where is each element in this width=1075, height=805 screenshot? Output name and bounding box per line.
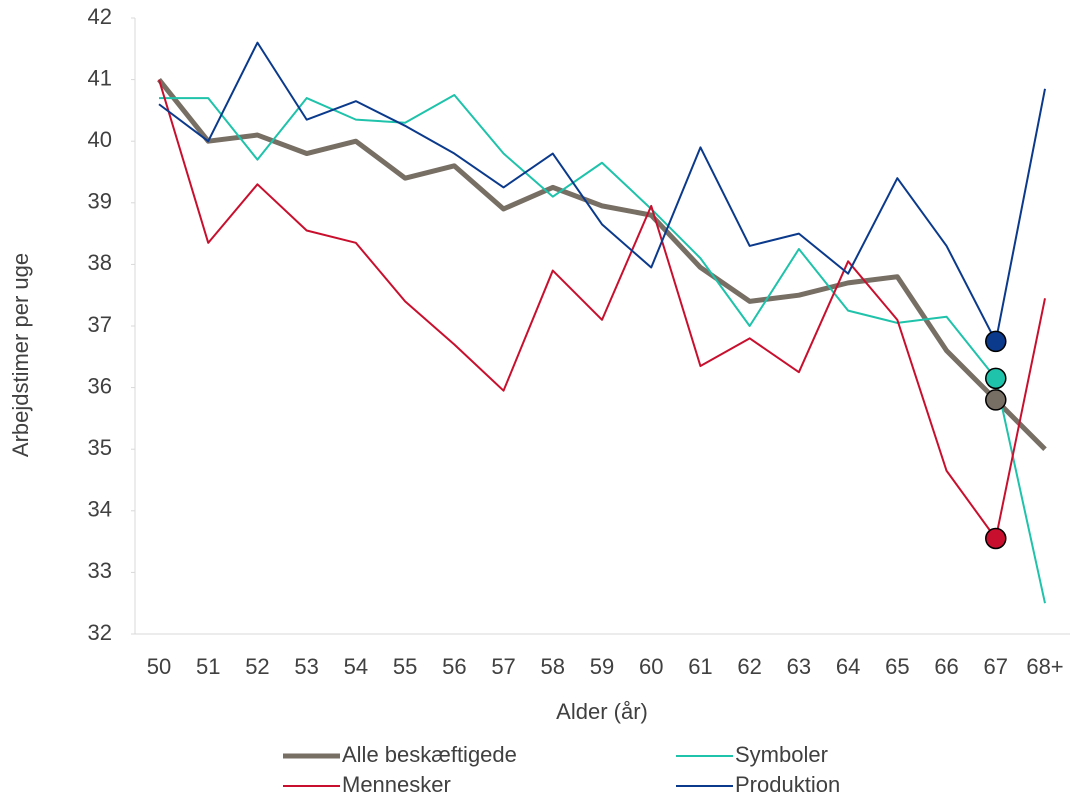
y-tick-label: 35	[88, 435, 112, 460]
x-tick-label: 54	[344, 654, 368, 679]
x-tick-label: 53	[294, 654, 318, 679]
highlight-marker	[985, 367, 1007, 390]
legend-label: Alle beskæftigede	[342, 742, 517, 767]
y-tick-label: 32	[88, 620, 112, 645]
x-tick-label: 67	[984, 654, 1008, 679]
y-tick-label: 39	[88, 189, 112, 214]
y-tick-label: 41	[88, 65, 112, 90]
y-tick-label: 33	[88, 558, 112, 583]
y-tick-label: 42	[88, 4, 112, 29]
x-tick-label: 68+	[1026, 654, 1063, 679]
series-line	[159, 94, 1046, 604]
y-tick-label: 36	[88, 373, 112, 398]
y-tick-label: 34	[88, 497, 112, 522]
legend-label: Symboler	[735, 742, 828, 767]
highlight-marker	[985, 389, 1007, 411]
x-tick-label: 63	[787, 654, 811, 679]
x-tick-label: 60	[639, 654, 663, 679]
x-tick-label: 61	[688, 654, 712, 679]
series-line	[158, 41, 1046, 343]
highlight-marker	[985, 330, 1007, 353]
y-tick-label: 38	[88, 250, 112, 275]
highlight-marker	[985, 527, 1007, 550]
x-axis-title: Alder (år)	[556, 699, 648, 724]
x-tick-label: 62	[737, 654, 761, 679]
y-axis-title: Arbejdstimer per uge	[8, 253, 33, 457]
x-tick-label: 59	[590, 654, 614, 679]
series-line	[157, 78, 1047, 451]
legend-label: Mennesker	[342, 772, 451, 797]
series-line	[158, 79, 1046, 540]
x-tick-label: 66	[934, 654, 958, 679]
x-tick-label: 65	[885, 654, 909, 679]
x-tick-label: 55	[393, 654, 417, 679]
x-tick-label: 52	[245, 654, 269, 679]
y-tick-label: 37	[88, 312, 112, 337]
legend-label: Produktion	[735, 772, 840, 797]
x-tick-label: 57	[491, 654, 515, 679]
x-tick-label: 64	[836, 654, 860, 679]
x-tick-label: 51	[196, 654, 220, 679]
x-tick-label: 50	[147, 654, 171, 679]
y-tick-label: 40	[88, 127, 112, 152]
x-tick-label: 56	[442, 654, 466, 679]
x-tick-label: 58	[541, 654, 565, 679]
